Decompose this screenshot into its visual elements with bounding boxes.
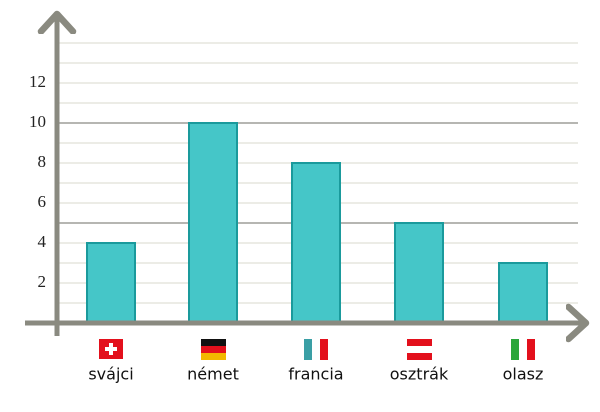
y-tick-label: 8	[38, 152, 47, 171]
flag-austrian	[407, 339, 432, 360]
flag-german	[201, 339, 226, 360]
bar	[188, 122, 238, 324]
x-tick-label: osztrák	[390, 365, 449, 384]
y-tick-label: 12	[29, 72, 46, 91]
x-tick-label: francia	[288, 365, 343, 384]
flag-swiss	[99, 339, 123, 359]
bar	[86, 242, 136, 324]
flag-french	[304, 339, 328, 360]
bars	[86, 122, 548, 324]
y-tick-label: 6	[38, 192, 47, 211]
bar	[394, 222, 444, 324]
flag-italian	[511, 339, 535, 360]
y-tick-label: 2	[38, 272, 47, 291]
x-tick-label: svájci	[88, 365, 133, 384]
x-tick-label: német	[187, 365, 239, 384]
flags	[99, 339, 535, 360]
bar	[498, 262, 548, 324]
bar	[291, 162, 341, 324]
x-tick-label: olasz	[503, 365, 544, 384]
y-tick-label: 10	[29, 112, 46, 131]
y-tick-label: 4	[38, 232, 47, 251]
